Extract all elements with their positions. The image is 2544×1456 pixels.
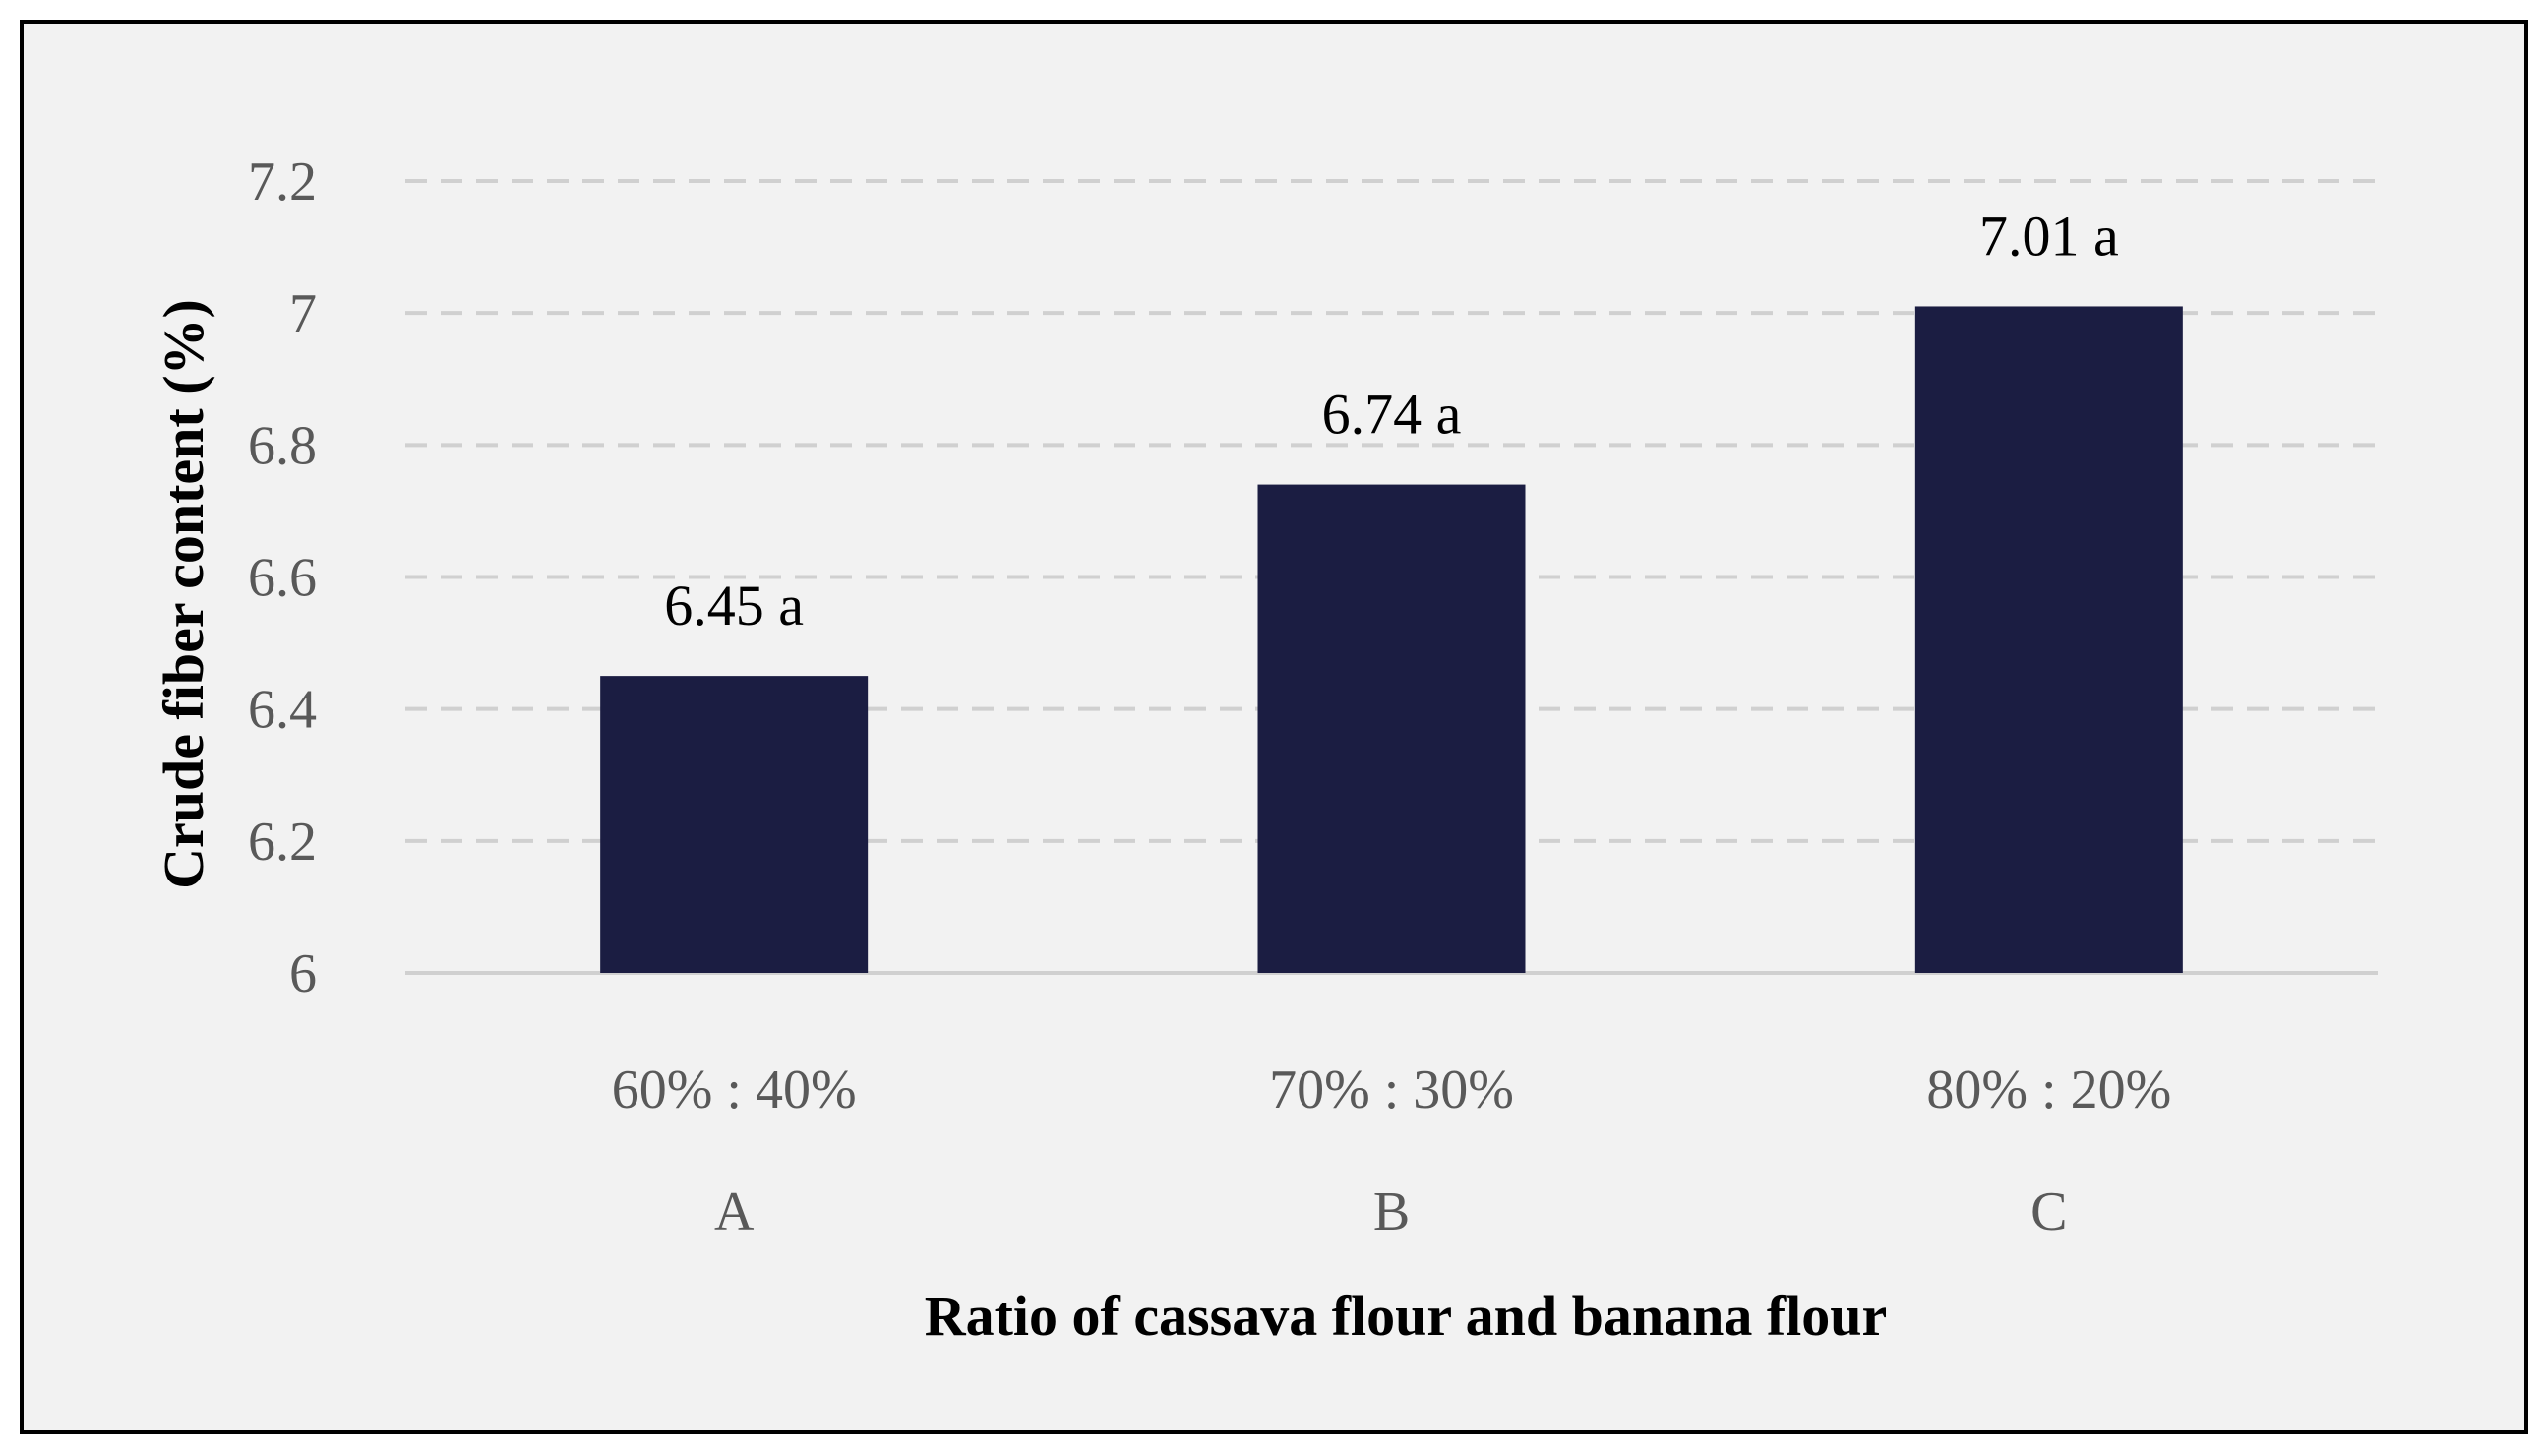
y-axis-title: Crude fiber content (%): [151, 299, 215, 889]
chart-svg: 6 6.2 6.4 6.6 6.8 7 7.2 6.45 a 60% : 40% A 6.74 a 7…: [24, 24, 2524, 1430]
y-tick-label: 7.2: [248, 152, 317, 212]
y-tick-label: 6.6: [248, 548, 317, 609]
y-tick-label: 6: [289, 943, 317, 1004]
x-category-label: 70% : 30%: [1269, 1060, 1514, 1121]
y-tick-label: 7: [289, 283, 317, 344]
bar: [1258, 485, 1526, 973]
data-label: 6.45 a: [664, 574, 804, 637]
y-tick-label: 6.8: [248, 415, 317, 476]
y-tick-label: 6.4: [248, 680, 317, 741]
x-subcategory-label: A: [714, 1182, 755, 1243]
x-category-label: 80% : 20%: [1926, 1060, 2171, 1121]
data-label: 6.74 a: [1322, 383, 1462, 447]
bar: [600, 676, 868, 973]
x-category-label: 60% : 40%: [612, 1060, 857, 1121]
data-label: 7.01 a: [1979, 204, 2119, 268]
x-subcategory-label: C: [2030, 1182, 2067, 1243]
label-layer: 6 6.2 6.4 6.6 6.8 7 7.2 6.45 a 60% : 40% A 6.74 a 7…: [248, 152, 2171, 1243]
x-subcategory-label: B: [1373, 1182, 1410, 1243]
bar: [1915, 306, 2183, 973]
y-tick-label: 6.2: [248, 812, 317, 873]
chart-frame: 6 6.2 6.4 6.6 6.8 7 7.2 6.45 a 60% : 40% A 6.74 a 7…: [20, 20, 2528, 1434]
x-axis-title: Ratio of cassava flour and banana flour: [925, 1284, 1888, 1348]
